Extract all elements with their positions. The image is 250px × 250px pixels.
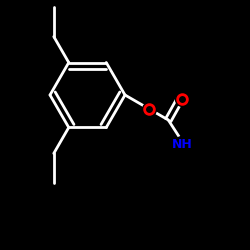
Text: NH: NH xyxy=(172,138,192,151)
